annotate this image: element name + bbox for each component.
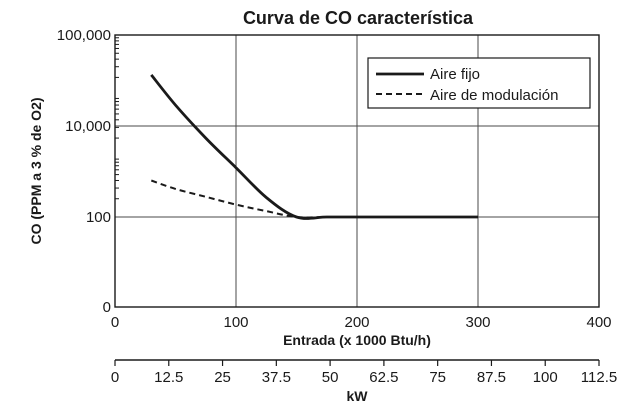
secondary-x-tick-label: 75 — [429, 369, 446, 386]
secondary-x-tick-label: 62.5 — [369, 369, 398, 386]
legend: Aire fijo Aire de modulación — [367, 57, 591, 109]
x-axis-label: Entrada (x 1000 Btu/h) — [283, 332, 431, 348]
legend-label-aire-fijo: Aire fijo — [430, 66, 480, 83]
secondary-x-ticks: 0 12.5 25 37.5 50 62.5 75 87.5 100 112.5 — [111, 360, 617, 386]
secondary-x-axis-label: kW — [347, 388, 369, 404]
x-tick-label: 200 — [344, 314, 369, 331]
x-tick-label: 300 — [465, 314, 490, 331]
y-tick-label: 100 — [86, 209, 111, 226]
legend-box — [367, 57, 591, 109]
x-tick-label: 400 — [586, 314, 611, 331]
secondary-x-tick-label: 87.5 — [477, 369, 506, 386]
y-axis-label: CO (PPM a 3 % de O2) — [28, 97, 44, 244]
y-tick-labels: 0 100 10,000 100,000 — [57, 27, 111, 316]
y-tick-label: 10,000 — [65, 118, 111, 135]
y-tick-label: 0 — [103, 299, 111, 316]
plot-frame — [114, 34, 600, 308]
series-line-aire-modulacion — [150, 179, 478, 219]
x-tick-labels: 0 100 200 300 400 — [111, 314, 612, 331]
secondary-x-tick-label: 112.5 — [581, 369, 617, 386]
y-minor-ticks — [115, 37, 119, 200]
x-tick-label: 0 — [111, 314, 119, 331]
secondary-x-tick-label: 50 — [322, 369, 339, 386]
x-tick-label: 100 — [223, 314, 248, 331]
series-line-aire-fijo — [150, 74, 478, 220]
chart-title: Curva de CO característica — [243, 8, 474, 28]
secondary-x-tick-label: 0 — [111, 369, 119, 386]
secondary-x-tick-label: 12.5 — [154, 369, 183, 386]
secondary-x-tick-label: 37.5 — [262, 369, 291, 386]
legend-label-aire-modulacion: Aire de modulación — [430, 87, 558, 104]
series-lines — [150, 74, 478, 220]
secondary-x-tick-label: 25 — [214, 369, 231, 386]
y-tick-label: 100,000 — [57, 27, 111, 44]
secondary-x-tick-label: 100 — [533, 369, 558, 386]
